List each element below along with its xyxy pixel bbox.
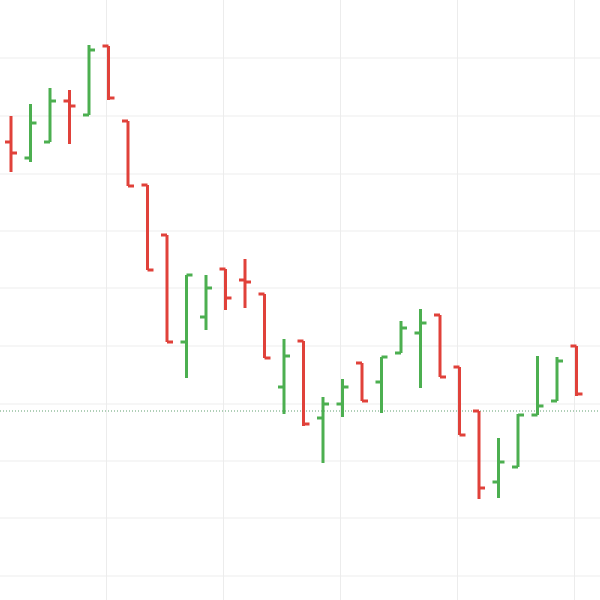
ohlc-bar-20 — [395, 321, 407, 355]
ohlc-bar-2 — [44, 88, 56, 144]
ohlc-bar-13 — [258, 292, 271, 360]
ohlc-bar-15 — [297, 339, 310, 426]
ohlc-bar-9 — [180, 273, 193, 378]
ohlc-bar-14 — [278, 339, 290, 414]
ohlc-bar-22 — [434, 313, 446, 379]
ohlc-bar-11 — [219, 267, 232, 310]
ohlc-bar-0 — [5, 116, 17, 172]
ohlc-bar-10 — [200, 275, 212, 330]
ohlc-bar-28 — [551, 357, 563, 403]
ohlc-bar-4 — [83, 45, 95, 117]
ohlc-bar-7 — [141, 183, 154, 272]
ohlc-bar-23 — [453, 365, 466, 437]
ohlc-bar-1 — [24, 104, 37, 162]
ohlc-bar-3 — [63, 90, 76, 144]
ohlc-bar-21 — [414, 309, 427, 388]
ohlc-bar-18 — [356, 361, 368, 403]
ohlc-bar-6 — [122, 119, 134, 188]
ohlc-bar-24 — [473, 409, 485, 499]
ohlc-bar-12 — [239, 259, 251, 308]
ohlc-bar-16 — [317, 397, 329, 463]
ohlc-bars — [5, 44, 583, 499]
ohlc-bar-26 — [512, 413, 524, 469]
ohlc-bar-19 — [375, 355, 388, 413]
ohlc-bar-29 — [570, 344, 583, 396]
ohlc-bar-25 — [492, 438, 505, 498]
ohlc-bar-27 — [531, 356, 544, 417]
ohlc-bar-17 — [336, 379, 349, 417]
ohlc-bar-5 — [102, 44, 115, 100]
ohlc-bar-8 — [161, 233, 173, 344]
